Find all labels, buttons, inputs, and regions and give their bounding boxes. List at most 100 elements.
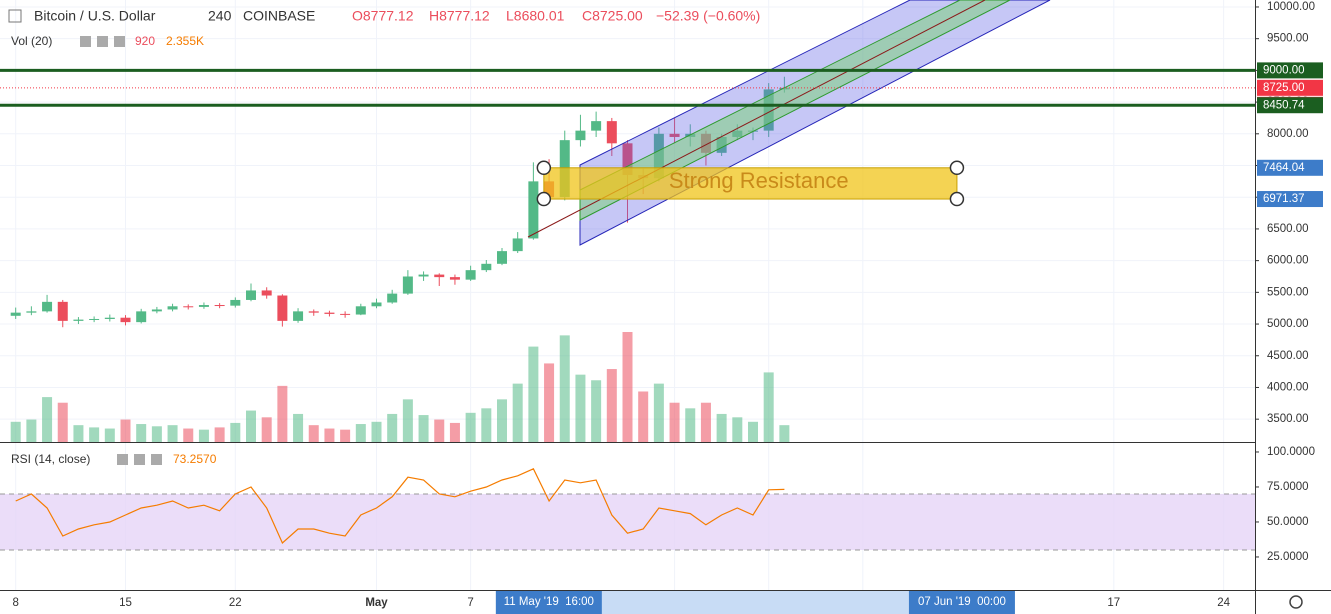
candle-body: [465, 270, 476, 280]
candle-body: [669, 133, 680, 137]
price-tag: [1257, 191, 1323, 208]
rsi-value: 73.2570: [173, 452, 217, 466]
candle-body: [198, 305, 209, 307]
ohlc-low: L8680.01: [506, 8, 565, 24]
volume-bar: [246, 410, 256, 442]
close-icon[interactable]: [114, 36, 125, 47]
close-icon[interactable]: [151, 454, 162, 465]
interval: 240: [208, 8, 232, 24]
ohlc-close: C8725.00: [582, 8, 643, 24]
y-tick-label: 5000.00: [1267, 318, 1309, 330]
volume-bar: [26, 419, 37, 442]
volume-bar: [669, 402, 680, 442]
legend: Bitcoin / U.S. Dollar 240 COINBASE O8777…: [8, 8, 1303, 609]
volume-bar: [277, 385, 288, 442]
volume-bar: [481, 408, 492, 442]
y-tick-label: 100.0000: [1267, 446, 1315, 458]
zone-label: Strong Resistance: [669, 168, 849, 193]
volume-bar: [136, 424, 147, 442]
volume-bar: [559, 335, 570, 442]
vol-value: 920: [135, 34, 155, 48]
price-tag-label: 7464.04: [1263, 162, 1305, 174]
candle-body: [293, 311, 304, 321]
x-tick-label: 24: [1217, 597, 1230, 609]
y-tick-label: 9500.00: [1267, 33, 1309, 45]
candle-body: [230, 299, 241, 306]
y-tick-label: 10000.00: [1267, 1, 1315, 13]
candle-body: [324, 312, 335, 314]
volume-bar: [183, 428, 194, 442]
volume-bar: [544, 363, 555, 442]
volume-bar: [653, 383, 664, 442]
candle-body: [120, 317, 131, 323]
candle-body: [434, 274, 445, 278]
candle-body: [246, 290, 256, 300]
candle-body: [104, 317, 115, 319]
volume-bar: [418, 415, 429, 442]
symbol: Bitcoin / U.S. Dollar: [34, 8, 156, 24]
volume-bar: [10, 421, 21, 442]
candle-body: [42, 301, 53, 312]
rsi-line: [15, 468, 785, 544]
collapse-icon[interactable]: [8, 9, 22, 23]
candle-body: [26, 311, 37, 313]
volume-bar: [73, 425, 84, 442]
x-tick-label: 15: [119, 597, 132, 609]
volume-bar: [214, 427, 225, 442]
rsi-band: [0, 493, 1255, 550]
volume-bar: [528, 346, 539, 442]
volume-bar: [371, 421, 382, 442]
vol-avg: 2.355K: [166, 34, 204, 48]
price-tag: [1257, 159, 1323, 176]
volume-bar: [308, 425, 319, 442]
price-tag-label: 8450.74: [1263, 99, 1305, 111]
volume-bar: [685, 408, 696, 442]
y-tick-label: 25.0000: [1267, 551, 1309, 563]
eye-icon[interactable]: [117, 454, 128, 465]
candle-body: [371, 302, 382, 307]
candle-body: [355, 306, 366, 315]
volume-bar: [512, 383, 523, 442]
resistance-zone: [543, 167, 958, 200]
settings-gear[interactable]: [1289, 595, 1303, 609]
volume-bar: [42, 397, 53, 442]
volume-bar: [57, 402, 68, 442]
settings-icon[interactable]: [134, 454, 145, 465]
y-tick-label: 75.0000: [1267, 481, 1309, 493]
volume-bar: [591, 380, 602, 442]
volume-bar: [434, 419, 445, 442]
time-marker-tag: [908, 591, 1015, 614]
candle-body: [277, 295, 288, 321]
rsi-label: RSI (14, close): [11, 452, 90, 466]
ohlc-high: H8777.12: [429, 8, 490, 24]
candle-body: [481, 263, 492, 271]
vol-label: Vol (20): [11, 34, 52, 48]
ohlc-open: O8777.12: [352, 8, 414, 24]
candle-body: [512, 238, 523, 252]
zone-handle: [949, 191, 965, 207]
candle-body: [57, 301, 68, 321]
volume-bar: [449, 422, 460, 442]
overlay: Strong Resistance: [0, 68, 1255, 207]
volume-bar: [606, 369, 617, 442]
candle-body: [418, 274, 429, 277]
settings-icon[interactable]: [97, 36, 108, 47]
candle-body: [308, 311, 319, 313]
candle-body: [73, 319, 84, 321]
candle-body: [183, 306, 194, 308]
volume-bar: [89, 427, 100, 442]
volume-bar: [340, 429, 351, 442]
candle-body: [214, 305, 225, 307]
x-tick-label: 7: [467, 597, 473, 609]
candle-body: [89, 318, 100, 320]
eye-icon[interactable]: [80, 36, 91, 47]
candle-body: [340, 313, 351, 315]
time-marker-tag: [495, 591, 602, 614]
y-tick-label: 4000.00: [1267, 381, 1309, 393]
volume-bar: [230, 422, 241, 442]
candle-body: [261, 290, 272, 296]
volume-bar: [638, 391, 649, 442]
time-marker-label: 11 May '19 16:00: [504, 596, 594, 608]
candle-body: [10, 312, 21, 316]
